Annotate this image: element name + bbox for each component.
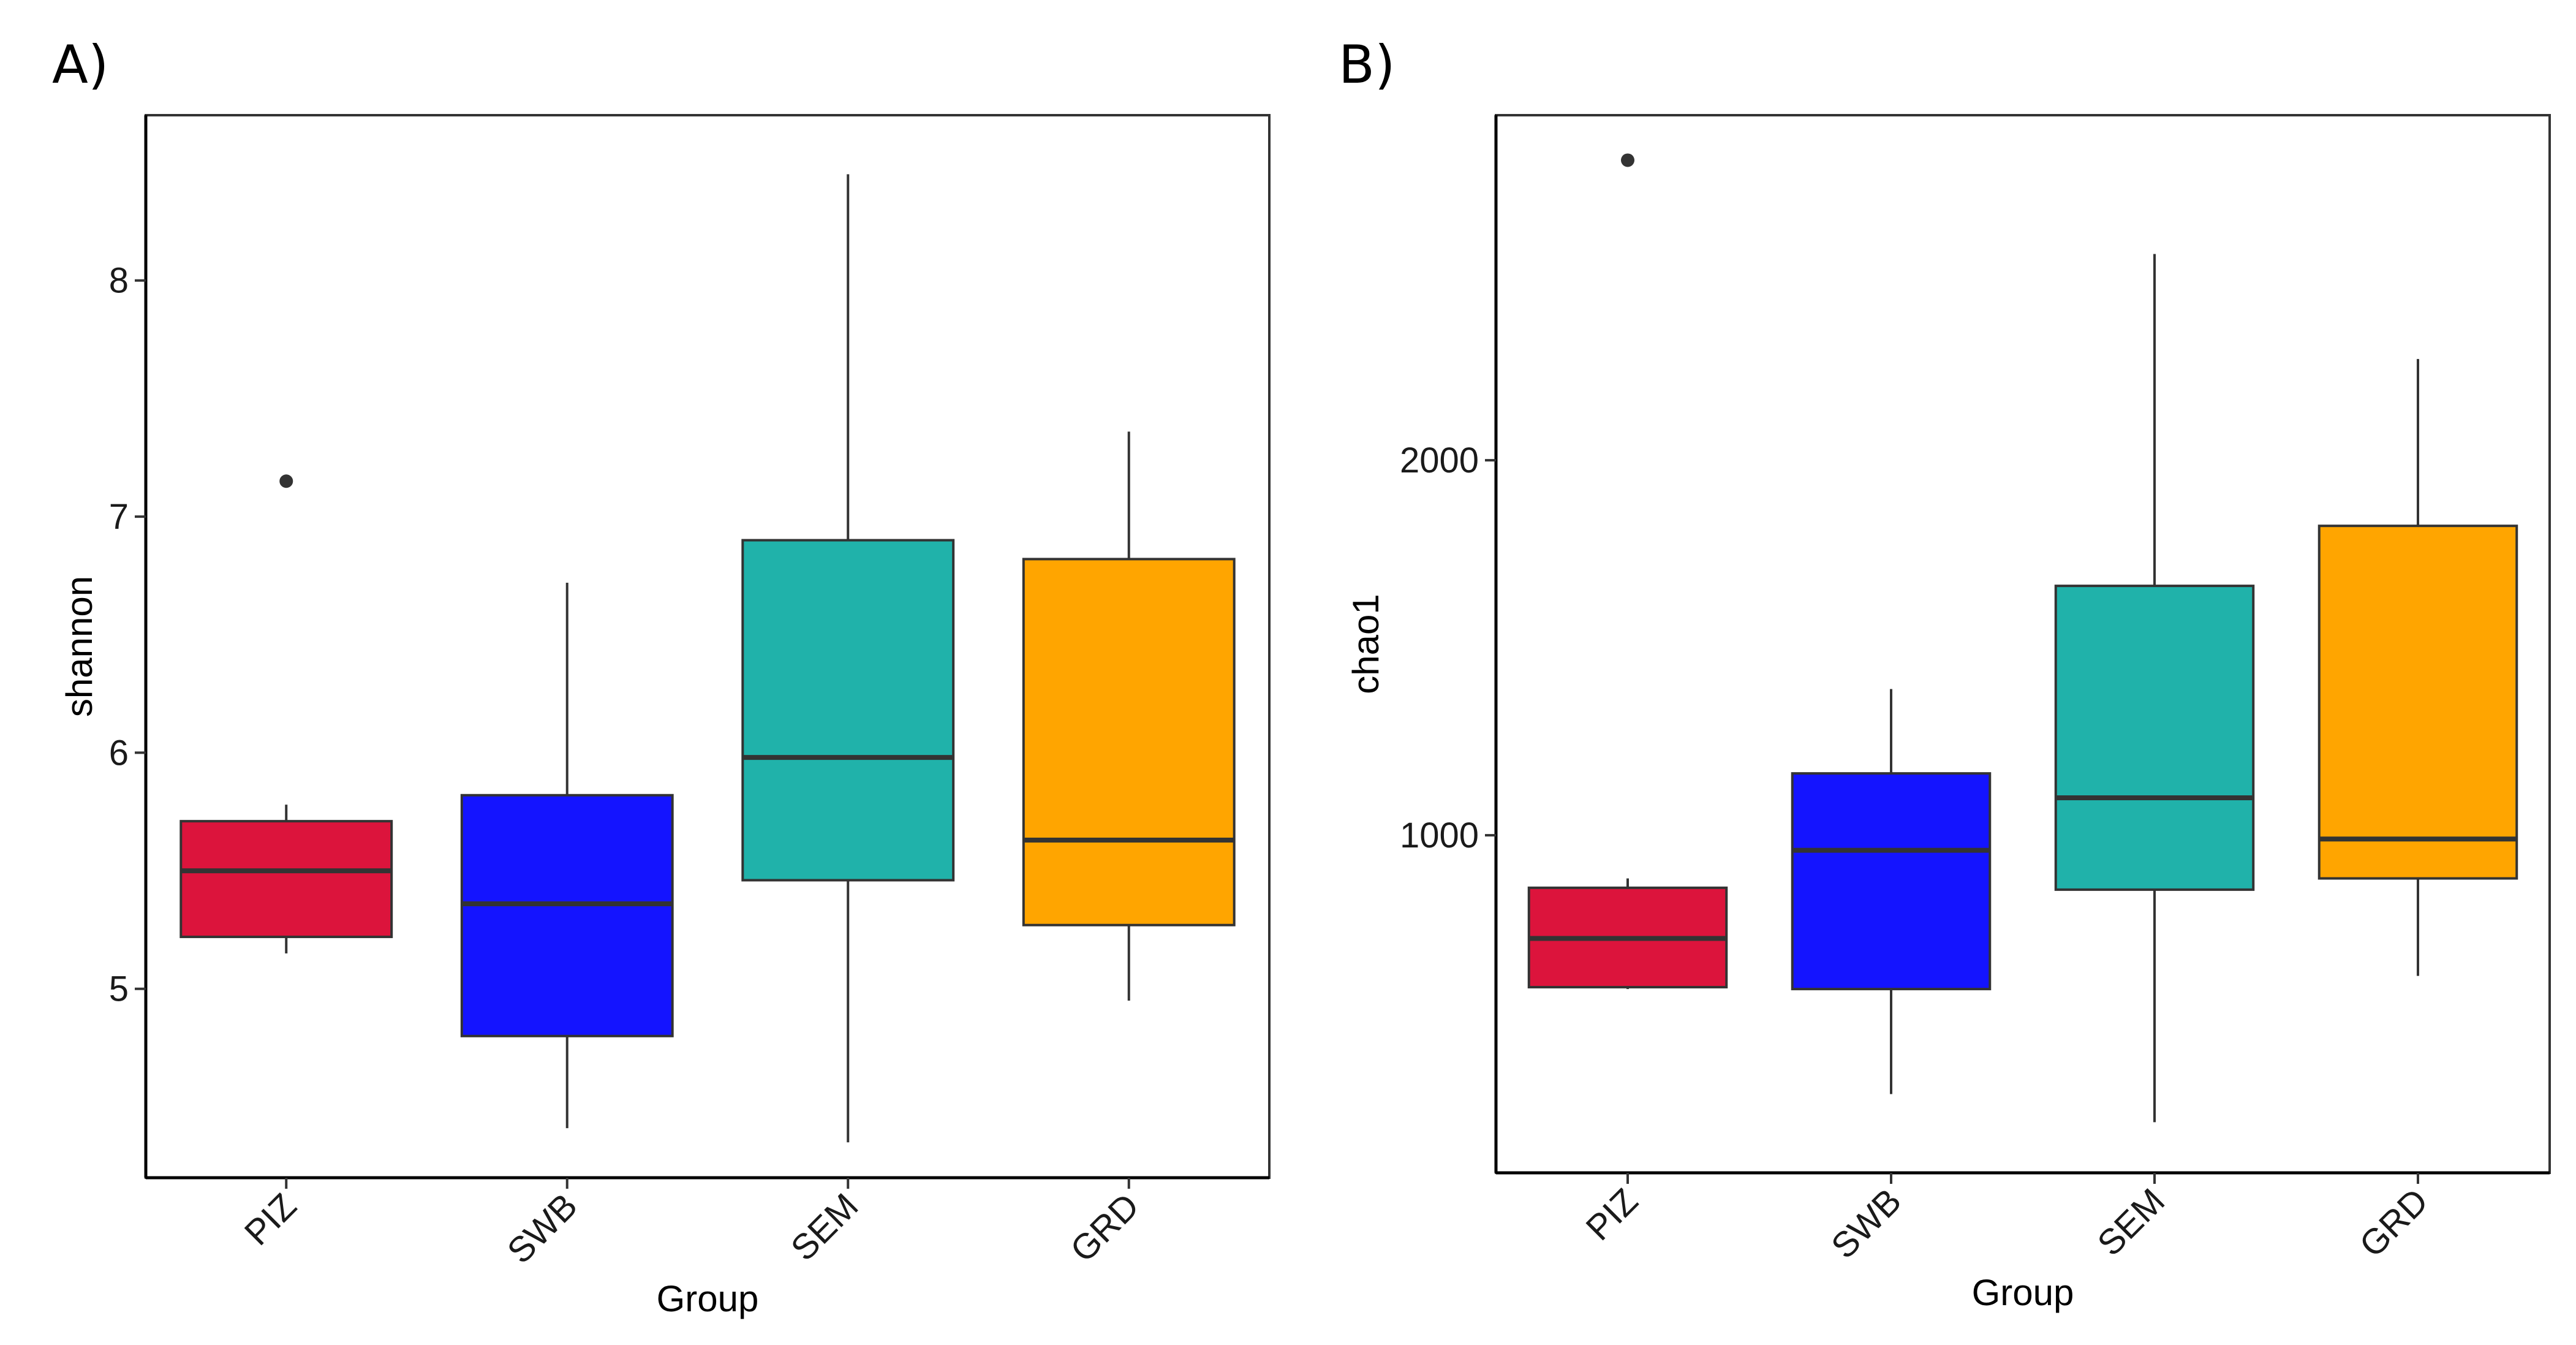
- chart-panel-a: A) 5 6 7 8 PIZ SWB SEM GRD shannon Group: [52, 34, 1271, 1319]
- panel-label: B): [1339, 34, 1396, 96]
- box-body: [179, 820, 393, 938]
- x-tick-label-sem: SEM: [784, 1186, 866, 1268]
- y-tick-label: 5: [109, 969, 129, 1009]
- chart-panel-b: B) 1000 2000 PIZ SWB SEM GRD chao1 Group: [1339, 34, 2551, 1313]
- y-tick-label: 2000: [1400, 441, 1479, 480]
- outlier-point: [279, 474, 293, 488]
- outlier-point: [1621, 153, 1634, 167]
- x-tick-label-grd: GRD: [2352, 1181, 2436, 1265]
- y-tick-label: 1000: [1400, 816, 1479, 855]
- x-axis-title: Group: [657, 1278, 759, 1319]
- x-tick-label-swb: SWB: [500, 1186, 585, 1271]
- box-sem: [2054, 254, 2255, 1123]
- box-piz: [179, 474, 393, 953]
- box-body: [1791, 772, 1992, 991]
- x-axis-title: Group: [1972, 1272, 2074, 1313]
- y-tick-label: 7: [109, 497, 129, 537]
- x-tick-label-piz: PIZ: [237, 1186, 304, 1253]
- box-swb: [1791, 689, 1992, 1094]
- box-swb: [460, 582, 674, 1129]
- box-body: [1022, 558, 1236, 926]
- box-grd: [1022, 431, 1236, 1001]
- y-tick-label: 6: [109, 733, 129, 773]
- box-grd: [2317, 358, 2518, 976]
- box-body: [460, 794, 674, 1037]
- y-tick-label: 8: [109, 261, 129, 301]
- y-axis-title: shannon: [59, 576, 100, 717]
- panel-label: A): [52, 34, 108, 96]
- box-sem: [741, 174, 955, 1143]
- x-tick-label-piz: PIZ: [1578, 1181, 1645, 1248]
- box-piz: [1527, 153, 1728, 990]
- x-tick-label-sem: SEM: [2090, 1181, 2172, 1264]
- box-body: [2317, 525, 2518, 880]
- x-tick-label-grd: GRD: [1063, 1186, 1147, 1270]
- box-body: [2054, 585, 2255, 891]
- x-tick-label-swb: SWB: [1824, 1181, 1909, 1266]
- y-axis-title: chao1: [1345, 594, 1386, 694]
- box-body: [741, 539, 955, 882]
